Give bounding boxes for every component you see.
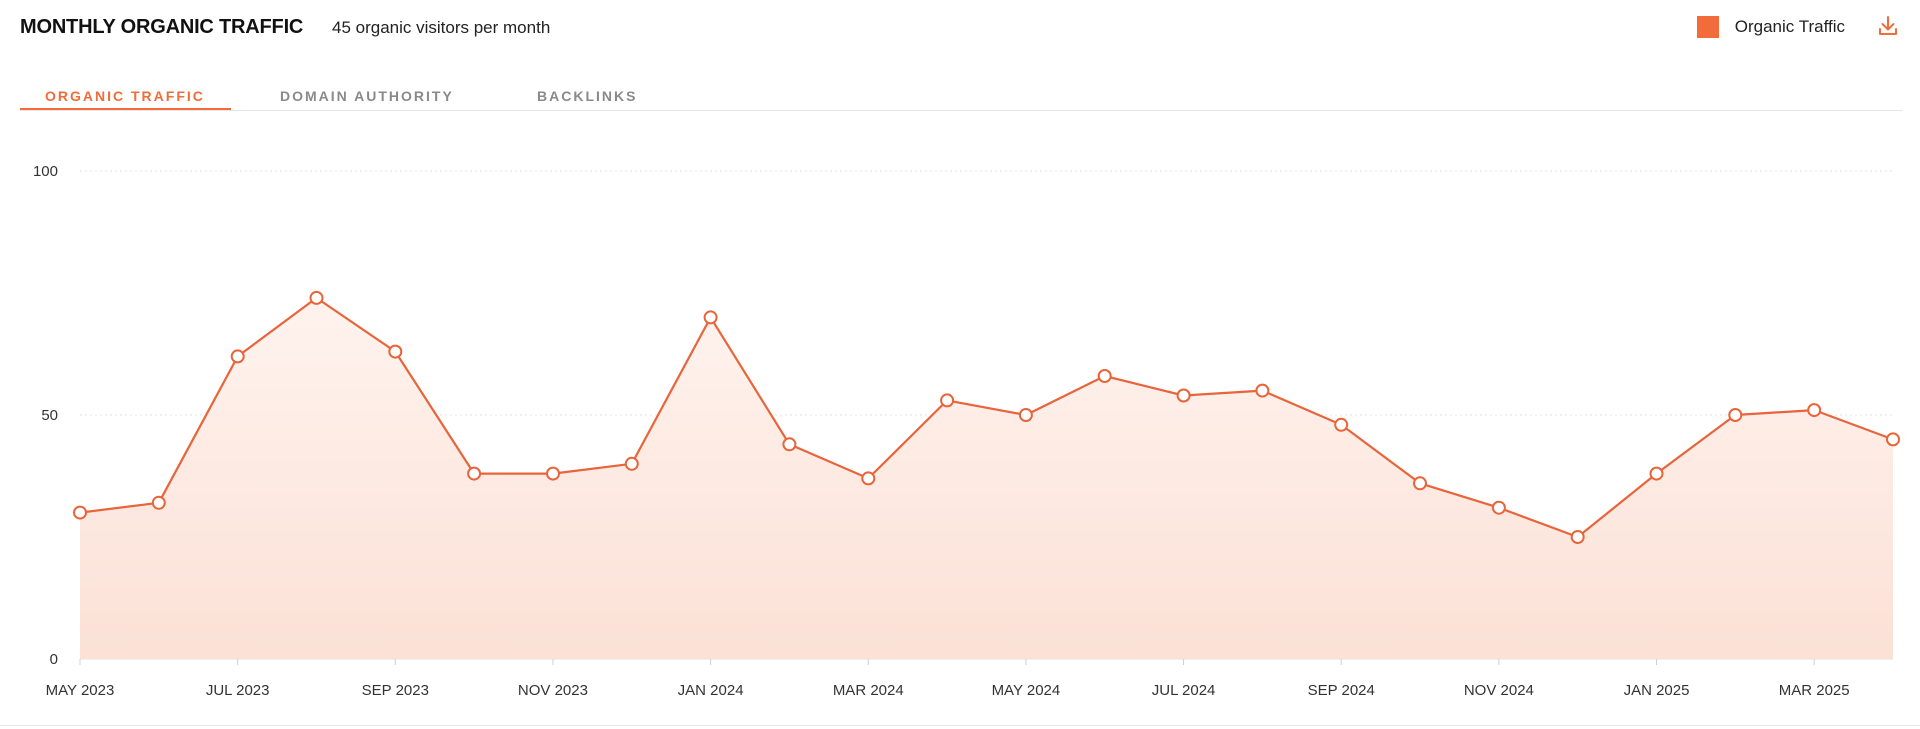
data-point-2024-11 xyxy=(1491,500,1506,515)
data-point-2023-06 xyxy=(151,495,166,510)
data-point-2023-05 xyxy=(73,505,87,520)
data-point-2025-03 xyxy=(1807,403,1822,418)
y-tick-label-100: 100 xyxy=(33,163,58,180)
data-point-2023-11 xyxy=(546,466,560,481)
data-point-2023-10 xyxy=(467,466,482,481)
data-point-2024-08 xyxy=(1255,383,1270,398)
data-point-2024-04 xyxy=(940,393,955,408)
data-point-2023-08 xyxy=(309,290,324,305)
download-icon[interactable] xyxy=(1876,14,1900,38)
tab-domain-authority[interactable]: DOMAIN AUTHORITY xyxy=(280,88,454,104)
tab-bar: ORGANIC TRAFFIC DOMAIN AUTHORITY BACKLIN… xyxy=(20,80,1902,111)
x-tick-label-2024-01: JAN 2024 xyxy=(678,682,744,699)
data-point-2024-10 xyxy=(1413,476,1427,491)
data-point-2024-03 xyxy=(861,471,876,486)
x-tick-label-2023-11: NOV 2023 xyxy=(518,682,588,699)
legend-label: Organic Traffic xyxy=(1734,17,1845,36)
widget-header: MONTHLY ORGANIC TRAFFIC 45 organic visit… xyxy=(20,10,1900,46)
data-point-2023-09 xyxy=(388,344,403,359)
data-point-2025-04 xyxy=(1886,432,1900,447)
x-tick-label-2023-07: JUL 2023 xyxy=(206,682,270,699)
widget-title: MONTHLY ORGANIC TRAFFIC xyxy=(20,16,304,38)
widget-bottom-border xyxy=(0,725,1920,726)
data-point-2024-07 xyxy=(1176,388,1191,403)
data-point-2024-01 xyxy=(703,310,718,325)
y-tick-label-50: 50 xyxy=(41,407,58,424)
data-point-2024-05 xyxy=(1018,408,1033,422)
x-tick-label-2024-11: NOV 2024 xyxy=(1464,682,1534,699)
data-point-2024-09 xyxy=(1334,417,1349,432)
tab-backlinks[interactable]: BACKLINKS xyxy=(537,88,638,104)
data-point-2025-01 xyxy=(1649,466,1664,481)
x-tick-label-2024-07: JUL 2024 xyxy=(1152,682,1216,699)
chart-legend: Organic Traffic xyxy=(1696,16,1845,38)
x-tick-label-2024-05: MAY 2024 xyxy=(992,682,1061,699)
x-tick-label-2025-03: MAR 2025 xyxy=(1779,682,1850,699)
legend-swatch xyxy=(1696,16,1719,38)
series-area-organic-traffic xyxy=(80,297,1893,659)
x-tick-label-2025-01: JAN 2025 xyxy=(1624,682,1690,699)
data-point-2023-07 xyxy=(230,349,245,364)
data-point-2024-02 xyxy=(782,437,797,452)
x-tick-label-2024-09: SEP 2024 xyxy=(1308,682,1375,699)
x-tick-label-2024-03: MAR 2024 xyxy=(833,682,904,699)
x-tick-label-2023-05: MAY 2023 xyxy=(46,682,115,699)
y-tick-label-0: 0 xyxy=(50,651,58,668)
data-point-2024-12 xyxy=(1570,530,1585,544)
data-point-2023-12 xyxy=(624,456,639,471)
widget-subtitle: 45 organic visitors per month xyxy=(332,18,551,37)
x-tick-label-2023-09: SEP 2023 xyxy=(362,682,429,699)
data-point-2025-02 xyxy=(1728,408,1743,422)
tab-organic-traffic[interactable]: ORGANIC TRAFFIC xyxy=(45,88,205,104)
download-icon-graphic xyxy=(1879,16,1897,35)
active-tab-indicator xyxy=(20,108,231,110)
data-point-2024-06 xyxy=(1097,369,1112,383)
series-line-organic-traffic xyxy=(79,296,1894,539)
